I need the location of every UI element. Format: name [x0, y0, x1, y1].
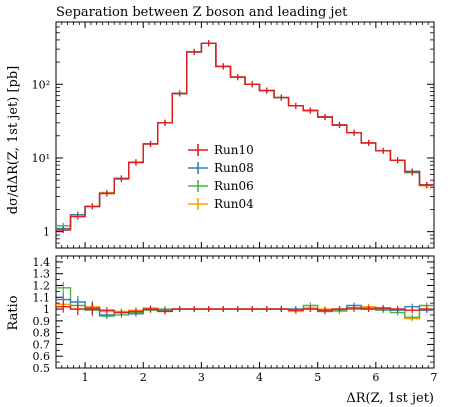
x-tick-label: 2 [140, 371, 147, 384]
ratio-line-run06 [56, 288, 434, 318]
x-tick-label: 7 [431, 371, 438, 384]
ratio-tick-label: 0.8 [33, 327, 51, 340]
x-tick-label: 1 [82, 371, 89, 384]
legend-label-run06: Run06 [214, 179, 254, 193]
x-tick-label: 5 [314, 371, 321, 384]
ratio-tick-label: 0.7 [33, 338, 51, 351]
chart-title: Separation between Z boson and leading j… [56, 5, 348, 20]
y-tick-label: 10¹ [32, 152, 50, 165]
ratio-tick-label: 1.3 [33, 268, 51, 281]
legend: Run10 Run08 Run06 Run04 [188, 143, 254, 211]
y-axis-label: dσ/dΔR(Z, 1st jet) [pb] [6, 66, 21, 214]
x-axis-label: ΔR(Z, 1st jet) [346, 391, 434, 406]
ratio-tick-label: 1.2 [33, 279, 51, 292]
ratio-tick-label: 1.1 [33, 291, 51, 304]
legend-label-run04: Run04 [214, 197, 254, 211]
ratio-tick-label: 0.5 [33, 362, 51, 375]
y-tick-label: 1 [43, 226, 50, 239]
legend-label-run08: Run08 [214, 161, 254, 175]
y-tick-label: 10² [32, 78, 50, 91]
legend-label-run10: Run10 [214, 143, 254, 157]
x-tick-label: 4 [256, 371, 263, 384]
main-plot-frame [56, 22, 434, 248]
ratio-axis-label: Ratio [6, 295, 21, 330]
ratio-tick-label: 0.9 [33, 315, 51, 328]
x-tick-label: 6 [372, 371, 379, 384]
ratio-tick-label: 1.4 [33, 256, 51, 269]
ratio-tick-label: 1 [43, 303, 50, 316]
ratio-tick-label: 0.6 [33, 350, 51, 363]
x-tick-label: 3 [198, 371, 205, 384]
ratio-plot: 1 2 3 4 5 6 70.50.60.70.80.911.11.21.31.4 [33, 256, 438, 384]
